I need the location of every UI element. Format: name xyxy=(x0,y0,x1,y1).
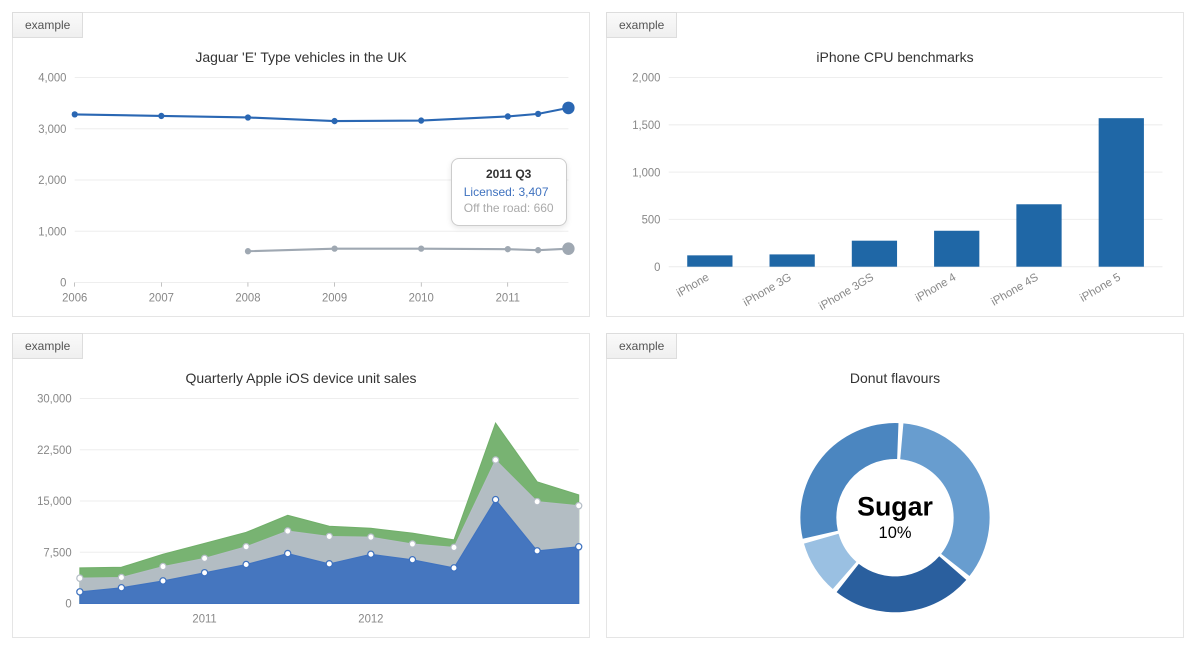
svg-text:2009: 2009 xyxy=(322,292,347,304)
area-chart-svg: 0 7,500 15,000 22,500 30,000 2011 2012 xyxy=(13,388,589,635)
svg-text:10%: 10% xyxy=(879,524,912,542)
panel-bar-chart: example iPhone CPU benchmarks 0 500 1,000 1… xyxy=(606,12,1184,317)
svg-text:7,500: 7,500 xyxy=(43,547,71,559)
svg-text:iPhone 3GS: iPhone 3GS xyxy=(817,271,876,313)
example-tab-button[interactable]: example xyxy=(606,12,677,38)
svg-text:0: 0 xyxy=(60,278,66,290)
svg-text:2008: 2008 xyxy=(235,292,260,304)
svg-text:2010: 2010 xyxy=(409,292,434,304)
chart-title: Donut flavours xyxy=(607,370,1183,386)
svg-text:3,000: 3,000 xyxy=(38,124,66,136)
svg-text:0: 0 xyxy=(65,599,71,611)
svg-text:4,000: 4,000 xyxy=(38,73,66,85)
chart-tooltip: 2011 Q3 Licensed: 3,407 Off the road: 66… xyxy=(451,158,567,226)
svg-text:0: 0 xyxy=(654,262,660,274)
svg-text:iPhone 3G: iPhone 3G xyxy=(741,271,793,309)
tooltip-row-licensed: Licensed: 3,407 xyxy=(464,185,554,199)
svg-text:2012: 2012 xyxy=(358,613,383,625)
panel-area-chart: example Quarterly Apple iOS device unit … xyxy=(12,333,590,638)
svg-text:iPhone 4S: iPhone 4S xyxy=(989,271,1040,308)
svg-text:iPhone: iPhone xyxy=(675,271,711,299)
svg-text:2,000: 2,000 xyxy=(38,175,66,187)
svg-text:iPhone 4: iPhone 4 xyxy=(914,271,959,305)
panel-donut-chart: example Donut flavours Sugar 10% xyxy=(606,333,1184,638)
chart-title: Quarterly Apple iOS device unit sales xyxy=(13,370,589,386)
svg-text:iPhone 5: iPhone 5 xyxy=(1078,271,1123,304)
svg-text:2011: 2011 xyxy=(496,292,520,304)
svg-text:30,000: 30,000 xyxy=(37,394,72,406)
svg-text:22,500: 22,500 xyxy=(37,445,72,457)
donut-chart-svg: Sugar 10% xyxy=(607,388,1183,635)
svg-text:1,000: 1,000 xyxy=(632,167,660,179)
svg-text:2007: 2007 xyxy=(149,292,174,304)
chart-title: iPhone CPU benchmarks xyxy=(607,49,1183,65)
svg-text:15,000: 15,000 xyxy=(37,496,72,508)
svg-text:1,000: 1,000 xyxy=(38,226,66,238)
chart-title: Jaguar 'E' Type vehicles in the UK xyxy=(13,49,589,65)
panel-line-chart: example Jaguar 'E' Type vehicles in the … xyxy=(12,12,590,317)
svg-text:1,500: 1,500 xyxy=(632,120,660,132)
svg-text:2,000: 2,000 xyxy=(632,73,660,85)
svg-text:Sugar: Sugar xyxy=(857,492,933,522)
tooltip-row-offroad: Off the road: 660 xyxy=(464,201,554,215)
example-tab-button[interactable]: example xyxy=(12,333,83,359)
example-tab-button[interactable]: example xyxy=(606,333,677,359)
tooltip-title: 2011 Q3 xyxy=(464,167,554,181)
example-tab-button[interactable]: example xyxy=(12,12,83,38)
bar-chart-svg: 0 500 1,000 1,500 2,000 iPhone iPhone 3G iPhone… xyxy=(607,67,1183,314)
svg-text:2011: 2011 xyxy=(192,613,216,625)
svg-text:2006: 2006 xyxy=(62,292,87,304)
svg-text:500: 500 xyxy=(642,215,661,227)
